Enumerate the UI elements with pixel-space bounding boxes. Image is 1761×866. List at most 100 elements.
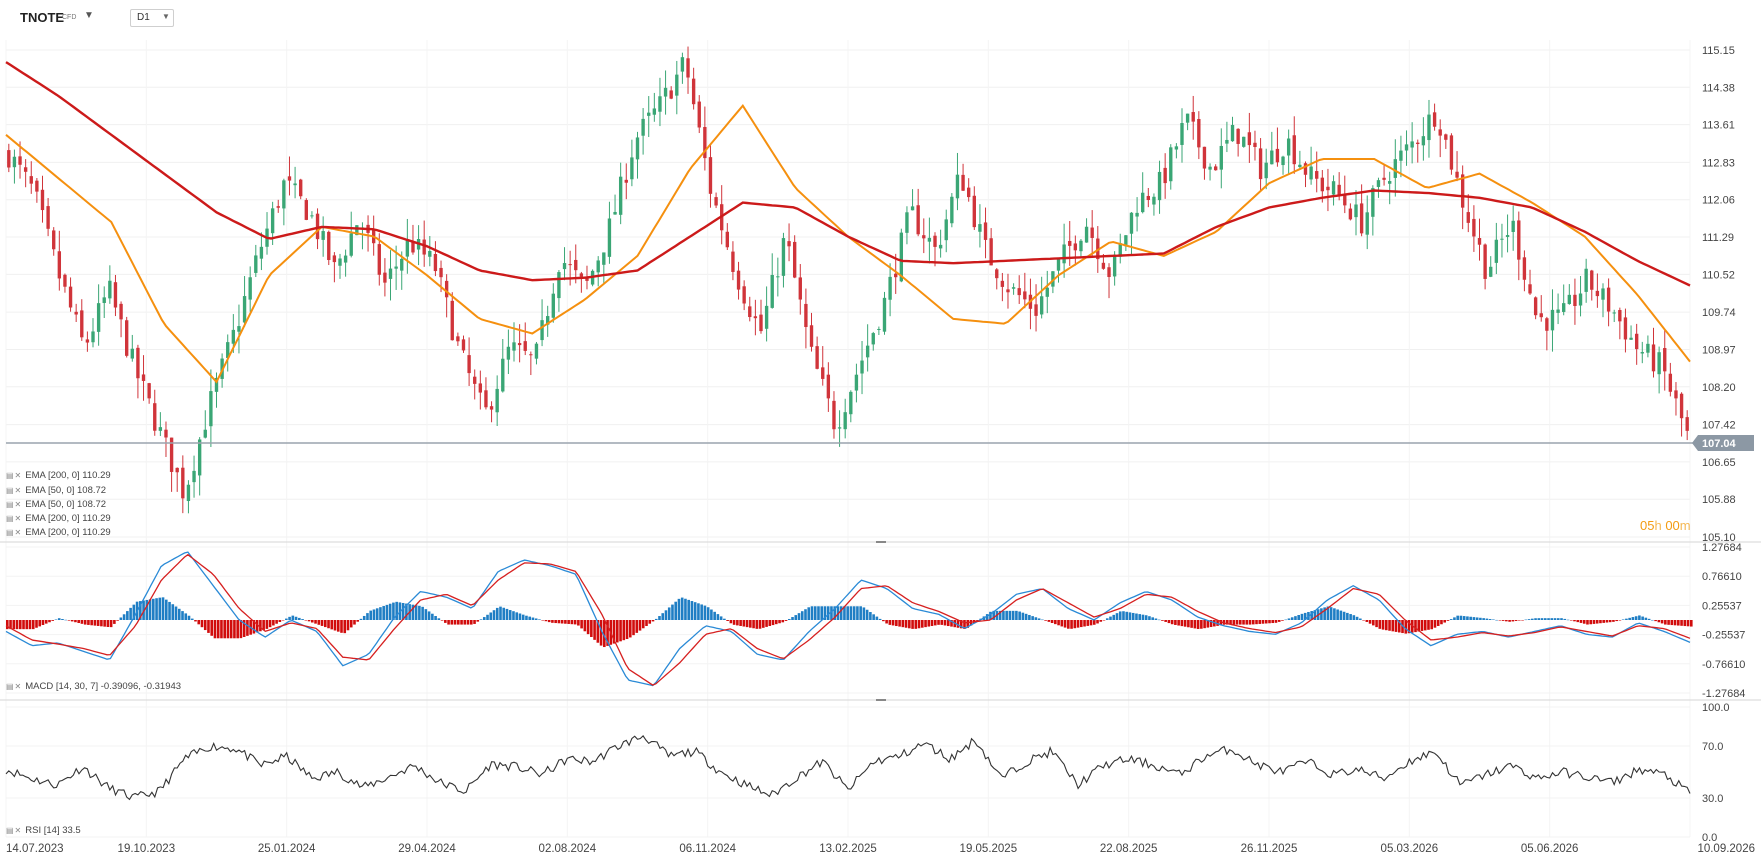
macd-histogram-bar [236, 620, 239, 639]
macd-histogram-bar [61, 618, 64, 620]
macd-histogram-bar [901, 620, 905, 628]
rsi-axis: 100.0 70.0 30.0 0.0 [1702, 702, 1730, 844]
macd-histogram-bar [190, 618, 194, 620]
macd-histogram-bar [1122, 611, 1125, 620]
candle-body [506, 346, 511, 360]
macd-histogram-bar [479, 619, 483, 620]
legend-macd[interactable]: ▤✕ MACD [14, 30, 7] -0.39096, -0.31943 [6, 681, 181, 692]
symbol-name[interactable]: TNOTE [20, 10, 65, 25]
legend-ema-3[interactable]: ▤✕ EMA [50, 0] 108.72 [6, 499, 106, 510]
macd-histogram-bar [817, 606, 820, 620]
candle-body [742, 286, 746, 304]
macd-histogram-bar [895, 620, 898, 627]
candle-body [175, 467, 179, 473]
settings-icon[interactable]: ▤✕ [6, 514, 23, 523]
candle-body [310, 215, 314, 217]
macd-histogram-bar [1381, 620, 1385, 630]
candle-body [826, 374, 831, 399]
macd-histogram-bar [489, 612, 493, 620]
macd-histogram-bar [1096, 620, 1099, 624]
macd-histogram-bar [294, 616, 298, 620]
candle-body [1141, 192, 1145, 213]
macd-histogram-bar [1518, 620, 1521, 621]
candle-body [153, 403, 157, 431]
macd-histogram-bar [797, 613, 801, 620]
legend-ema-4[interactable]: ▤✕ EMA [200, 0] 110.29 [6, 513, 111, 524]
candle-body [1668, 373, 1673, 392]
candle-body [731, 251, 735, 272]
macd-histogram-bar [843, 606, 846, 620]
candle-body [484, 390, 488, 408]
settings-icon[interactable]: ▤✕ [6, 682, 23, 691]
candle-body [1449, 135, 1454, 170]
macd-histogram-bar [810, 606, 814, 620]
macd-histogram-bar [680, 597, 684, 620]
chevron-down-icon[interactable]: ▼ [84, 10, 94, 21]
macd-histogram-bar [612, 620, 616, 644]
candle-body [641, 118, 645, 136]
macd-histogram-bar [930, 620, 934, 626]
macd-histogram-bar [593, 620, 596, 640]
macd-histogram-bar [285, 618, 288, 620]
macd-histogram-bar [122, 614, 126, 620]
settings-icon[interactable]: ▤✕ [6, 486, 23, 495]
settings-icon[interactable]: ▤✕ [6, 528, 23, 537]
macd-histogram-bar [1592, 620, 1596, 624]
macd-histogram-bar [950, 620, 953, 627]
candle-body [562, 263, 567, 270]
candle-body [933, 235, 937, 247]
price-tick-label: 109.74 [1702, 307, 1736, 319]
candle-body [1556, 309, 1560, 313]
macd-histogram-bar [1657, 620, 1661, 623]
macd-histogram-bar [155, 598, 158, 620]
candle-body [1034, 304, 1038, 316]
macd-histogram-bar [301, 619, 304, 620]
candle-body [1320, 177, 1325, 192]
macd-histogram-bar [1537, 618, 1541, 620]
macd-histogram-bar [1621, 619, 1625, 620]
candle-body [1281, 156, 1285, 166]
macd-histogram-bar [1521, 620, 1524, 621]
macd-histogram-bar [869, 612, 872, 620]
candle-body [512, 342, 516, 351]
macd-histogram-bar [787, 618, 791, 620]
candle-body [52, 230, 56, 250]
macd-histogram-bar [90, 620, 93, 626]
candle-body [1505, 235, 1510, 237]
candle-body [80, 310, 84, 338]
candle-body [916, 205, 920, 235]
candle-body [1618, 310, 1622, 322]
pane-separators [0, 541, 1761, 701]
candle-body [529, 354, 533, 356]
candle-body [304, 200, 308, 220]
macd-histogram-bar [862, 607, 866, 620]
macd-histogram-bar [246, 620, 249, 636]
legend-ema-1[interactable]: ▤✕ EMA [200, 0] 110.29 [6, 470, 111, 481]
legend-rsi[interactable]: ▤✕ RSI [14] 33.5 [6, 825, 81, 836]
candle-body [186, 484, 191, 502]
timeframe-select[interactable]: D1 ▼ [130, 9, 174, 27]
macd-tick-label: 1.27684 [1702, 542, 1742, 554]
macd-histogram-bar [1618, 620, 1622, 621]
settings-icon[interactable]: ▤✕ [6, 471, 23, 480]
legend-ema-2[interactable]: ▤✕ EMA [50, 0] 108.72 [6, 485, 106, 496]
candle-body [540, 320, 544, 341]
countdown-hours-unit: h [1654, 518, 1662, 533]
macd-histogram-bar [1472, 617, 1476, 620]
macd-histogram-bar [392, 602, 395, 620]
candle-body [1348, 208, 1353, 220]
macd-histogram-bar [223, 620, 226, 639]
settings-icon[interactable]: ▤✕ [6, 826, 23, 835]
macd-histogram-bar [482, 617, 486, 620]
candle-body [428, 250, 432, 257]
macd-histogram-bar [382, 606, 385, 620]
legend-ema-5[interactable]: ▤✕ EMA [200, 0] 110.29 [6, 527, 111, 538]
candle-body [1062, 244, 1066, 264]
macd-histogram-bar [466, 620, 470, 625]
settings-icon[interactable]: ▤✕ [6, 500, 23, 509]
candle-body [23, 167, 28, 172]
candle-body [1477, 238, 1482, 245]
candle-body [1427, 114, 1431, 141]
candle-body [1039, 296, 1044, 315]
